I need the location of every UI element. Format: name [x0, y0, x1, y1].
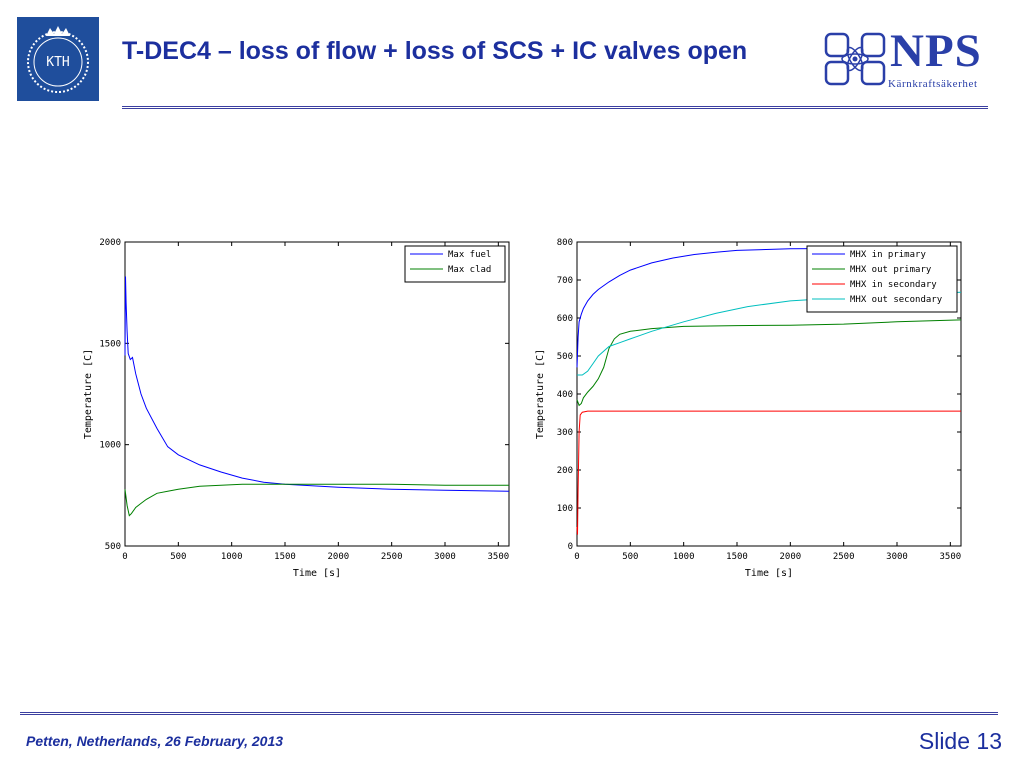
x-tick-label: 2500 [381, 552, 403, 562]
page-title: T-DEC4 – loss of flow + loss of SCS + IC… [122, 37, 748, 65]
mhx-temperature-chart: 0 500 1000 1500 2000 2500 3000 3500 0 100 200 300 40… [535, 238, 962, 579]
series-line-1 [576, 248, 876, 368]
fuel-clad-temperature-chart: 0 500 1000 1500 2000 2500 3000 3500500100015002… [83, 238, 510, 579]
x-axis-label: Time [s] [745, 568, 793, 579]
y-tick-label: 2000 [99, 238, 121, 248]
x-tick-label: 0 [574, 552, 579, 562]
nps-logo-text: NPS [890, 25, 982, 77]
plot-area [124, 241, 510, 547]
y-tick-label: 1000 [99, 441, 121, 451]
x-tick-label: 3000 [434, 552, 456, 562]
x-tick-label: 0 [122, 552, 127, 562]
legend-label: Max fuel [448, 250, 491, 260]
x-tick-label: 3500 [487, 552, 509, 562]
nps-logo: NPS Kärnkraftsäkerhet [822, 26, 1002, 94]
footer-location-date: Petten, Netherlands, 26 February, 2013 [26, 733, 284, 749]
y-tick-label: 200 [557, 466, 573, 476]
series-line-3 [576, 410, 961, 535]
series-line-1 [124, 276, 510, 492]
y-tick-label: 700 [557, 276, 573, 286]
y-tick-label: 800 [557, 238, 573, 248]
footer-rule [20, 712, 998, 715]
x-tick-label: 1000 [221, 552, 243, 562]
x-tick-label: 1500 [726, 552, 748, 562]
y-tick-label: 100 [557, 504, 573, 514]
kth-logo-text: KTH [46, 55, 69, 70]
nps-logo-subtitle: Kärnkraftsäkerhet [888, 78, 978, 90]
x-tick-label: 500 [622, 552, 638, 562]
x-tick-label: 1000 [673, 552, 695, 562]
legend-label: MHX in secondary [850, 280, 937, 290]
legend-box [806, 245, 958, 313]
legend-box [404, 245, 506, 283]
x-axis-label: Time [s] [293, 568, 341, 579]
x-tick-label: 2000 [327, 552, 349, 562]
x-tick-label: 3500 [939, 552, 961, 562]
x-tick-label: 3000 [886, 552, 908, 562]
legend-label: MHX out primary [850, 265, 932, 275]
y-tick-label: 500 [105, 542, 121, 552]
x-tick-label: 2500 [833, 552, 855, 562]
legend-label: MHX out secondary [850, 295, 943, 305]
y-axis-label: Temperature [C] [83, 349, 94, 439]
y-tick-label: 0 [568, 542, 573, 552]
y-tick-label: 600 [557, 314, 573, 324]
series-line-2 [124, 483, 509, 517]
legend-label: Max clad [448, 265, 491, 275]
legend-label: MHX in primary [850, 250, 926, 260]
x-tick-label: 2000 [779, 552, 801, 562]
x-tick-label: 500 [170, 552, 186, 562]
y-tick-label: 500 [557, 352, 573, 362]
y-tick-label: 300 [557, 428, 573, 438]
title-rule [122, 106, 988, 109]
kth-logo: KTH [17, 17, 99, 101]
series-line-2 [576, 319, 962, 407]
y-tick-label: 400 [557, 390, 573, 400]
y-tick-label: 1500 [99, 339, 121, 349]
y-axis-label: Temperature [C] [535, 349, 546, 439]
x-tick-label: 1500 [274, 552, 296, 562]
slide-number: Slide 13 [918, 728, 1002, 754]
